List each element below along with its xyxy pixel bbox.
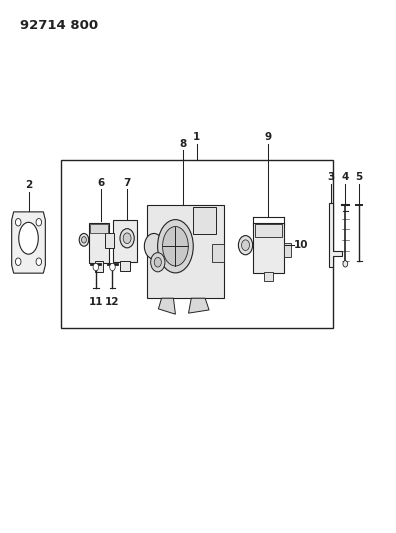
Circle shape	[150, 253, 165, 272]
Bar	[61, 160, 333, 328]
Text: 92714 800: 92714 800	[20, 19, 98, 31]
Text: 11: 11	[89, 297, 103, 308]
Polygon shape	[11, 212, 45, 273]
Circle shape	[120, 229, 134, 248]
Circle shape	[36, 258, 42, 265]
Text: 2: 2	[25, 180, 32, 190]
Circle shape	[110, 263, 115, 271]
Circle shape	[144, 233, 164, 259]
Text: 5: 5	[356, 172, 363, 182]
Text: 9: 9	[265, 132, 272, 142]
Text: 3: 3	[327, 172, 334, 182]
Ellipse shape	[19, 222, 38, 254]
Circle shape	[15, 219, 21, 226]
Polygon shape	[329, 203, 342, 266]
Bar	[284, 243, 291, 257]
Ellipse shape	[162, 227, 188, 266]
Text: 10: 10	[294, 240, 308, 250]
Bar	[120, 261, 130, 271]
Circle shape	[82, 237, 86, 243]
Bar	[255, 224, 282, 238]
Circle shape	[343, 261, 348, 267]
Bar	[212, 244, 224, 262]
Circle shape	[242, 240, 249, 251]
Text: 7: 7	[123, 177, 130, 188]
Circle shape	[79, 233, 89, 246]
Text: 1: 1	[193, 132, 200, 142]
Ellipse shape	[158, 220, 193, 273]
Circle shape	[154, 257, 162, 267]
Bar	[95, 261, 103, 272]
Bar	[147, 205, 224, 298]
Polygon shape	[158, 298, 175, 314]
Circle shape	[238, 236, 253, 255]
Circle shape	[15, 258, 21, 265]
Text: 12: 12	[105, 297, 120, 308]
Bar	[113, 220, 137, 262]
Bar	[89, 223, 109, 262]
Text: 4: 4	[342, 172, 349, 182]
Text: 6: 6	[97, 177, 104, 188]
Circle shape	[123, 233, 131, 244]
Bar	[90, 224, 108, 233]
Bar	[193, 206, 216, 235]
Circle shape	[36, 219, 42, 226]
Circle shape	[93, 263, 99, 271]
Polygon shape	[188, 298, 209, 313]
Bar	[105, 233, 114, 248]
Bar	[253, 223, 284, 273]
Bar	[264, 272, 273, 280]
Text: 8: 8	[179, 139, 187, 149]
